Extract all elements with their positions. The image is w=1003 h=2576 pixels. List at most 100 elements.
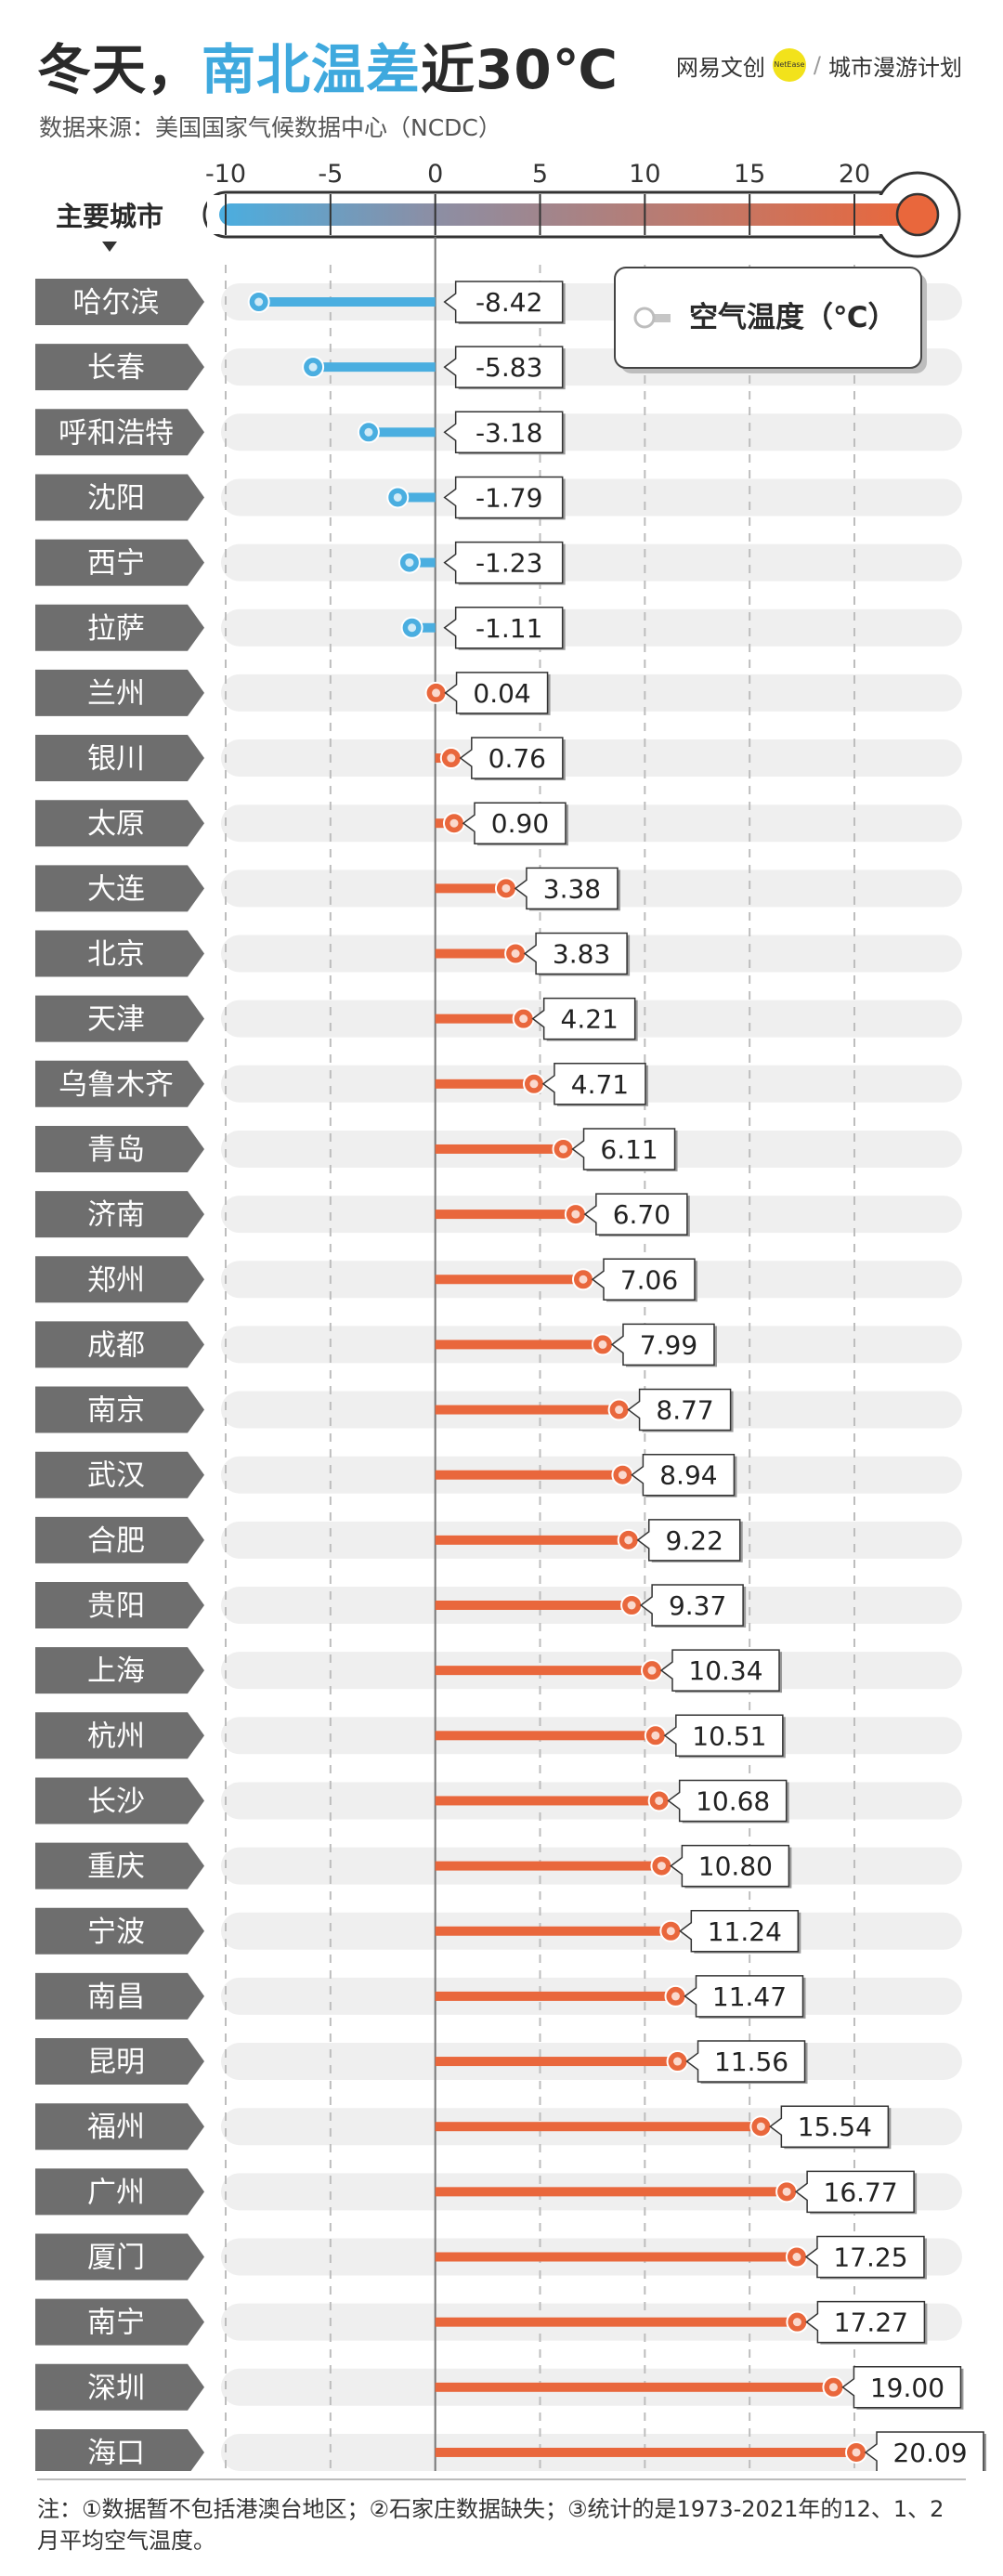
value-label-box	[864, 2431, 984, 2471]
lollipop-stem	[435, 2252, 797, 2262]
city-label-tag	[35, 1712, 204, 1759]
value-label-box	[663, 1714, 784, 1758]
city-label-tag	[35, 2103, 204, 2151]
city-label: 南宁	[87, 2307, 145, 2340]
lollipop-dot-center	[782, 2187, 791, 2196]
value-label: 6.11	[600, 1134, 658, 1165]
city-label: 贵阳	[87, 1589, 145, 1623]
legend-box	[614, 267, 922, 369]
city-label: 西宁	[87, 547, 145, 581]
lollipop-dot-center	[615, 1406, 624, 1415]
legend-dot	[633, 307, 656, 329]
brand-program: 城市漫游计划	[828, 54, 962, 81]
city-label: 北京	[87, 938, 145, 972]
city-label: 长春	[87, 351, 145, 385]
lollipop-stem	[313, 362, 436, 373]
value-label-box	[443, 541, 564, 584]
city-label: 呼和浩特	[59, 416, 174, 450]
lollipop-dot-center	[519, 1014, 528, 1024]
value-label: 4.71	[571, 1069, 629, 1100]
value-label: 15.54	[798, 2112, 872, 2142]
city-label-tag	[35, 1191, 204, 1238]
city-label-tag	[35, 1972, 204, 2020]
brand-separator: /	[813, 52, 821, 78]
value-label: 6.70	[613, 1199, 671, 1230]
lollipop-dot-center	[529, 1079, 539, 1089]
value-label-box	[462, 802, 567, 844]
city-label: 深圳	[87, 2372, 145, 2405]
lollipop-stem	[435, 2382, 834, 2392]
city-label: 拉萨	[87, 612, 145, 646]
city-label: 天津	[87, 1003, 145, 1037]
data-source: 数据来源：美国国家气候数据中心（NCDC）	[39, 114, 502, 141]
lollipop-dot-center	[655, 1796, 664, 1805]
city-label-tag	[35, 474, 204, 521]
value-label: 11.56	[714, 2046, 788, 2077]
value-label-box	[443, 346, 564, 388]
lollipop-dot-center	[657, 1862, 666, 1871]
value-label: 0.04	[473, 678, 530, 709]
lollipop-stem	[435, 1991, 676, 2001]
value-label-box	[805, 2300, 926, 2344]
city-label-tag	[35, 279, 204, 325]
value-label: 17.25	[833, 2243, 907, 2273]
city-label: 长沙	[87, 1785, 145, 1818]
lollipop-stem	[435, 1601, 632, 1610]
lollipop-dot-center	[624, 1536, 633, 1545]
row-background	[221, 804, 962, 843]
city-label: 兰州	[87, 677, 145, 711]
row-background	[221, 478, 962, 517]
x-tick-label: 0	[427, 160, 443, 189]
lollipop-stem	[258, 297, 436, 307]
lollipop-stem	[435, 2447, 857, 2457]
value-label: 16.77	[824, 2177, 898, 2207]
lollipop-stem	[411, 622, 436, 633]
lollipop-stem	[435, 948, 516, 959]
value-label: 20.09	[892, 2438, 967, 2468]
city-label: 广州	[87, 2176, 145, 2209]
city-label-tag	[35, 800, 204, 847]
lollipop-dot-center	[511, 949, 520, 958]
value-label-box	[769, 2105, 890, 2148]
lollipop-stem	[435, 1926, 671, 1936]
value-label: 9.22	[666, 1525, 723, 1556]
city-label-tag	[35, 1842, 204, 1890]
value-label-box	[459, 737, 564, 779]
city-label: 成都	[87, 1328, 145, 1362]
value-label: 9.37	[669, 1590, 726, 1621]
value-label-box	[794, 2170, 915, 2214]
footer-note: 注：①数据暂不包括港澳台地区；②石家庄数据缺失；③统计的是1973-2021年的…	[37, 2496, 944, 2554]
city-label: 郑州	[87, 1263, 145, 1297]
value-label: 11.24	[708, 1916, 782, 1947]
value-label: 10.80	[698, 1851, 773, 1882]
x-tick-label: -10	[205, 160, 246, 189]
lollipop-stem	[435, 1013, 524, 1024]
value-label-box	[583, 1193, 688, 1236]
value-label-box	[444, 672, 549, 714]
city-label-tag	[35, 1516, 204, 1563]
value-label-box	[627, 1388, 732, 1432]
thermometer-fill	[219, 203, 910, 226]
value-label-box	[670, 1844, 790, 1888]
value-label-box	[610, 1323, 715, 1366]
lollipop-dot-center	[405, 558, 414, 568]
city-label-tag	[35, 1582, 204, 1628]
value-label-box	[443, 476, 564, 519]
lollipop-stem	[409, 557, 436, 568]
value-label: 4.21	[561, 1004, 619, 1035]
city-label-tag	[35, 2233, 204, 2281]
legend-stem	[643, 314, 671, 322]
city-label-tag	[35, 1256, 204, 1303]
value-label-box	[443, 411, 564, 454]
lollipop-dot-center	[852, 2448, 861, 2457]
value-label: 3.38	[543, 873, 601, 904]
city-label: 杭州	[87, 1720, 145, 1753]
lollipop-dot-center	[756, 2122, 765, 2131]
lollipop-dot-center	[673, 2057, 683, 2066]
value-label: 19.00	[870, 2373, 944, 2403]
city-label-tag	[35, 1907, 204, 1955]
lollipop-stem	[435, 883, 506, 894]
city-label-tag	[35, 1386, 204, 1433]
value-label-box	[523, 932, 628, 975]
lollipop-stem	[435, 1796, 659, 1806]
